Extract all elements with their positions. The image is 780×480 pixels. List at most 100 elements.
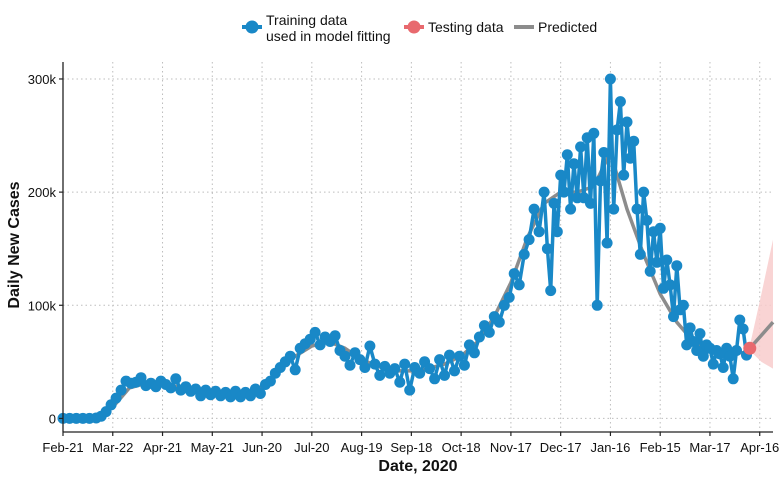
training-point-152	[727, 373, 739, 385]
training-point-80	[463, 339, 475, 351]
training-point-116	[608, 203, 620, 215]
training-point-53	[329, 330, 341, 342]
training-point-21	[170, 373, 182, 385]
training-point-155	[737, 323, 749, 335]
training-point-96	[541, 243, 553, 255]
training-point-113	[598, 147, 610, 158]
training-point-104	[568, 158, 580, 170]
x-tick-label-9: Nov-17	[490, 440, 532, 455]
training-point-114	[601, 237, 613, 249]
y-axis-title: Daily New Cases	[6, 181, 23, 308]
training-point-20	[165, 382, 177, 394]
training-point-95	[538, 186, 550, 198]
training-point-149	[717, 362, 729, 373]
prediction-interval	[749, 239, 773, 369]
training-point-84	[483, 326, 495, 338]
training-point-66	[394, 376, 406, 388]
legend-label-training: Training data	[266, 12, 347, 28]
training-point-119	[618, 169, 630, 181]
training-point-38	[254, 388, 266, 399]
training-point-72	[424, 363, 436, 375]
training-point-55	[339, 350, 351, 362]
training-point-100	[555, 169, 567, 181]
training-point-10	[115, 384, 127, 396]
training-point-77	[449, 365, 460, 377]
x-tick-label-5: Jul-20	[294, 440, 329, 455]
y-tick-label-3: 300k	[28, 72, 57, 87]
training-point-124	[634, 248, 646, 260]
x-axis-title: Date, 2020	[378, 458, 457, 475]
training-point-123	[631, 203, 643, 215]
training-point-58	[354, 354, 366, 366]
training-point-143	[697, 350, 709, 362]
training-point-129	[651, 256, 663, 268]
training-point-106	[575, 141, 587, 153]
training-point-56	[344, 359, 356, 371]
training-point-76	[444, 349, 455, 361]
training-point-82	[473, 331, 485, 343]
training-point-126	[641, 214, 653, 226]
training-point-97	[545, 285, 557, 297]
training-point-98	[548, 197, 560, 209]
training-point-117	[611, 124, 623, 136]
x-tick-label-1: Mar-22	[92, 440, 133, 455]
training-point-50	[314, 339, 326, 351]
x-tick-label-7: Sep-18	[390, 440, 432, 455]
training-point-91	[518, 248, 530, 260]
training-point-61	[369, 358, 381, 370]
training-point-65	[389, 363, 401, 375]
training-point-87	[498, 299, 510, 311]
x-tick-label-8: Oct-18	[442, 440, 481, 455]
x-tick-label-6: Aug-19	[341, 440, 383, 455]
training-point-153	[731, 345, 742, 356]
training-point-137	[677, 299, 689, 311]
x-tick-label-0: Feb-21	[42, 440, 83, 455]
y-tick-label-0: 0	[49, 411, 56, 426]
training-point-102	[561, 149, 573, 161]
training-point-44	[284, 350, 296, 362]
legend-label-testing: Testing data	[428, 19, 504, 35]
training-point-40	[264, 375, 276, 387]
training-point-139	[684, 322, 696, 334]
training-point-89	[508, 268, 520, 280]
training-point-103	[565, 203, 577, 215]
x-tick-label-11: Jan-16	[591, 440, 631, 455]
training-point-67	[399, 358, 411, 370]
training-point-88	[503, 291, 515, 303]
training-point-73	[429, 373, 441, 385]
y-tick-label-2: 200k	[28, 185, 57, 200]
series-layer	[57, 73, 775, 424]
x-tick-label-2: Apr-21	[143, 440, 182, 455]
x-tick-label-4: Jun-20	[242, 440, 282, 455]
training-point-79	[458, 359, 470, 371]
training-point-59	[359, 362, 371, 373]
training-point-75	[439, 369, 450, 381]
training-point-78	[454, 350, 465, 362]
training-point-121	[624, 152, 636, 164]
training-point-86	[493, 316, 505, 328]
training-point-154	[734, 314, 746, 326]
training-point-45	[289, 364, 301, 376]
training-point-93	[528, 203, 540, 215]
training-point-130	[654, 222, 666, 234]
legend-label-training-line2: used in model fitting	[266, 28, 391, 44]
training-point-135	[671, 260, 683, 272]
training-point-62	[374, 369, 386, 381]
prediction-band	[749, 239, 773, 369]
training-point-90	[513, 279, 525, 291]
training-point-142	[694, 328, 706, 340]
training-point-111	[591, 299, 603, 311]
training-point-94	[533, 226, 545, 238]
x-tick-label-12: Feb-15	[640, 440, 681, 455]
x-tick-label-3: May-21	[191, 440, 234, 455]
legend-key-point-testing	[407, 20, 421, 34]
legend-label-predicted: Predicted	[538, 19, 597, 35]
training-point-99	[551, 226, 563, 238]
training-point-140	[687, 336, 699, 347]
training-point-9	[110, 392, 122, 404]
training-point-92	[523, 234, 535, 246]
training-point-133	[664, 279, 676, 291]
training-point-68	[404, 384, 416, 396]
training-point-74	[434, 354, 446, 366]
